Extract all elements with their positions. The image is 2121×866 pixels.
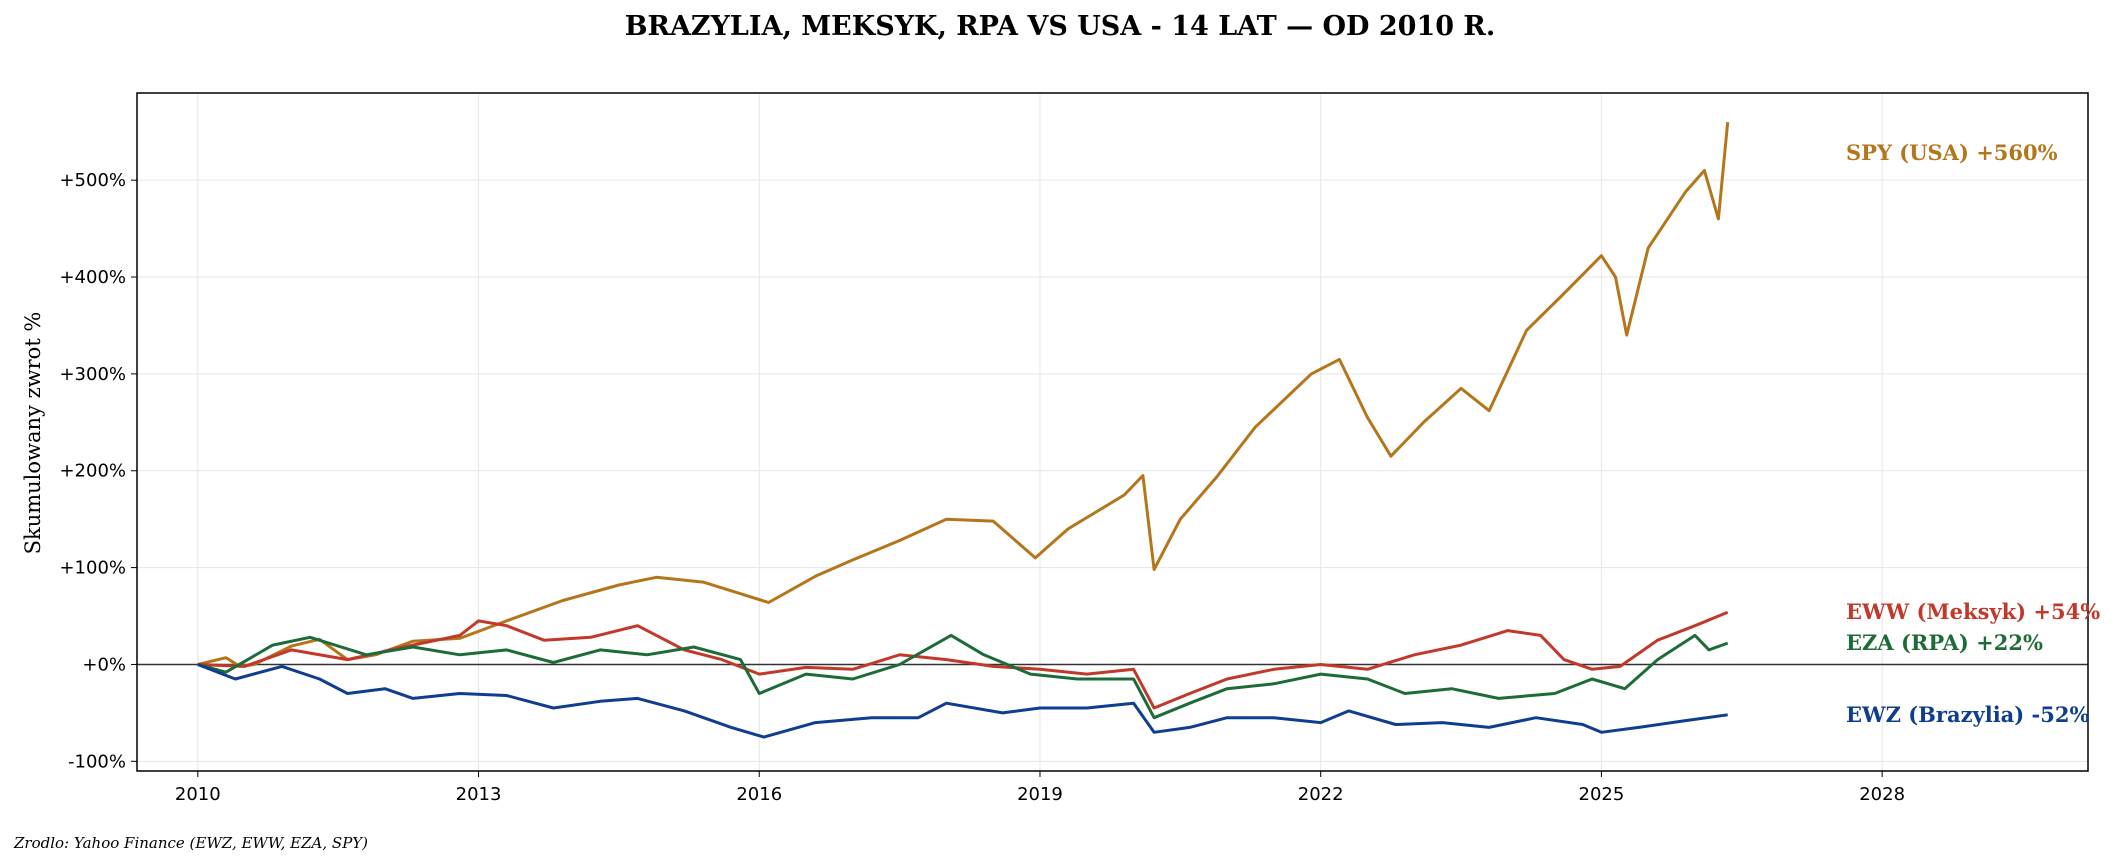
- end-label-eww-meksyk: EWW (Meksyk) +54%: [1846, 599, 2100, 624]
- y-tick-label: +0%: [82, 654, 126, 675]
- y-axis-ticks: -100% +0% +100% +200% +300% +400% +500%: [59, 170, 137, 772]
- series-line-spy-usa: [197, 121, 1730, 668]
- y-tick-label: +100%: [59, 558, 126, 579]
- y-tick-label: +500%: [59, 170, 126, 191]
- x-axis-ticks: 2010 2013 2016 2019 2022 2025 2028: [175, 771, 1905, 805]
- y-axis-label: Skumulowany zwrot %: [21, 312, 45, 555]
- gridlines: [137, 93, 2088, 771]
- end-label-spy-usa: SPY (USA) +560%: [1846, 140, 2058, 165]
- y-tick-label: +300%: [59, 364, 126, 385]
- series-lines: [197, 121, 1730, 739]
- end-label-eza-rpa: EZA (RPA) +22%: [1846, 630, 2043, 655]
- x-tick-label: 2019: [1017, 784, 1063, 805]
- series-line-eww-meksyk: [197, 610, 1729, 710]
- x-tick-label: 2028: [1859, 784, 1905, 805]
- x-tick-label: 2016: [736, 784, 782, 805]
- series-line-eza-rpa: [197, 633, 1729, 720]
- x-tick-label: 2022: [1298, 784, 1344, 805]
- plot-frame: [136, 92, 2089, 772]
- x-tick-label: 2010: [175, 784, 221, 805]
- y-tick-label: +400%: [59, 267, 126, 288]
- x-tick-label: 2013: [456, 784, 502, 805]
- series-end-labels: SPY (USA) +560% EWW (Meksyk) +54% EZA (RPA…: [1846, 140, 2100, 727]
- x-tick-label: 2025: [1579, 784, 1625, 805]
- end-label-ewz-brazylia: EWZ (Brazylia) -52%: [1846, 702, 2089, 727]
- y-tick-label: +200%: [59, 461, 126, 482]
- series-line-ewz-brazylia: [197, 663, 1728, 739]
- chart-title: BRAZYLIA, MEKSYK, RPA VS USA - 14 LAT — …: [625, 11, 1496, 42]
- source-note: Zrodlo: Yahoo Finance (EWZ, EWW, EZA, SP…: [13, 834, 368, 852]
- y-tick-label: -100%: [68, 751, 126, 772]
